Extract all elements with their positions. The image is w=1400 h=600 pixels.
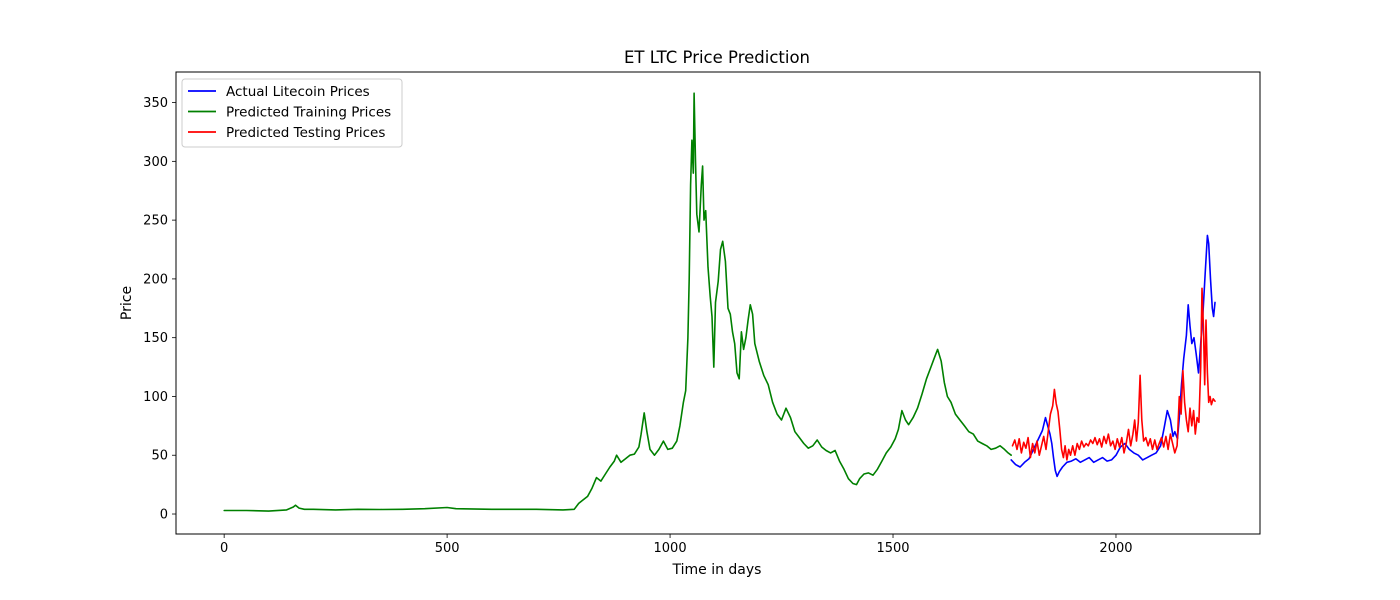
x-tick-label: 0 (220, 541, 228, 556)
y-axis: 0 50 100 150 200 250 300 350 (143, 96, 176, 523)
y-tick-label: 250 (143, 214, 168, 229)
plot-lines (223, 92, 1216, 512)
y-tick-label: 150 (143, 331, 168, 346)
y-tick-label: 350 (143, 96, 168, 111)
x-tick-label: 1000 (654, 541, 687, 556)
series-line-1 (1010, 234, 1216, 478)
plot-area-frame (175, 71, 1261, 535)
x-axis-title: Time in days (672, 562, 762, 578)
x-tick-label: 1500 (876, 541, 909, 556)
series-line-2 (223, 92, 1012, 512)
x-tick-label: 500 (435, 541, 460, 556)
legend-label-2: Predicted Training Prices (226, 105, 391, 121)
y-tick-label: 200 (143, 272, 168, 287)
y-axis-title: Price (119, 286, 135, 320)
legend-label-3: Predicted Testing Prices (226, 125, 385, 141)
x-axis: 0 500 1000 1500 2000 (220, 534, 1133, 556)
y-tick-label: 50 (151, 449, 168, 464)
x-tick-label: 2000 (1099, 541, 1132, 556)
y-tick-label: 300 (143, 155, 168, 170)
y-tick-label: 0 (160, 508, 168, 523)
legend-box (181, 78, 403, 148)
legend: Actual Litecoin Prices Predicted Training… (181, 78, 403, 148)
legend-label-1: Actual Litecoin Prices (226, 84, 370, 100)
y-tick-label: 100 (143, 390, 168, 405)
chart-title: ET LTC Price Prediction (624, 48, 810, 67)
series-line-3 (1011, 287, 1216, 461)
